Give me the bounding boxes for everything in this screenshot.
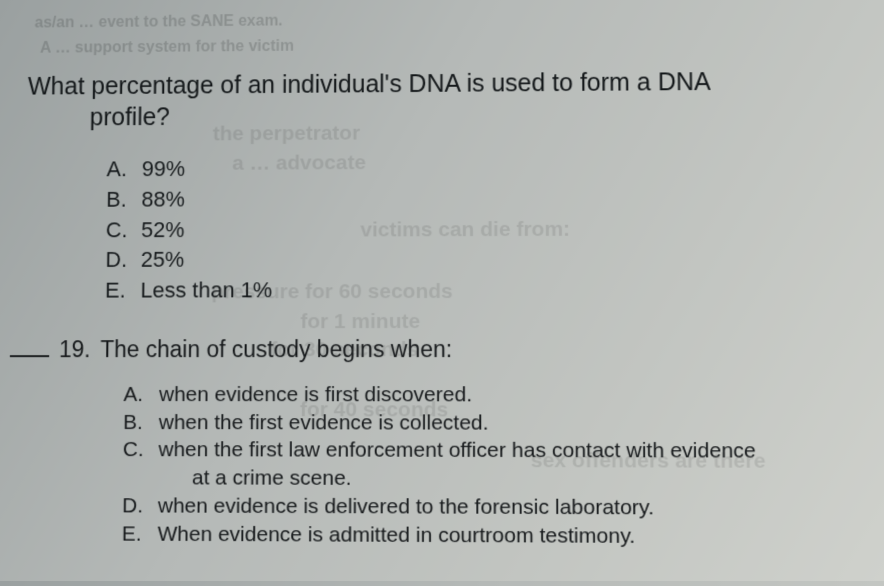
choice-text: when the first evidence is collected. — [159, 409, 489, 437]
question-19: 19. The chain of custody begins when: A.… — [27, 336, 850, 552]
choice-text: 99% — [142, 154, 186, 184]
choice-text: when the first law enforcement officer h… — [158, 437, 756, 466]
question-stem: The chain of custody begins when: — [100, 336, 452, 363]
stem-line-2: profile? — [27, 97, 843, 134]
choice-letter: C. — [123, 436, 149, 464]
choice-text: when evidence is delivered to the forens… — [158, 492, 654, 522]
choice-letter: A. — [123, 381, 149, 409]
choice-text: 52% — [141, 215, 185, 246]
choice-text: Less than 1% — [140, 276, 272, 307]
choice-c-continuation: at a crime scene. — [122, 464, 849, 494]
choice-text: 25% — [141, 245, 185, 276]
choice-letter: C. — [106, 215, 132, 245]
ghost-text: for 1 minute — [300, 310, 420, 334]
choice-letter: E. — [122, 520, 148, 548]
choice-letter: B. — [106, 185, 132, 215]
question-stem: What percentage of an individual's DNA i… — [27, 65, 843, 133]
answer-choices: A. 99% B. 88% C. 52% D. 25% E. Less than 1% — [105, 151, 846, 307]
choice-e: E. When evidence is admitted in courtroom… — [122, 520, 850, 551]
choice-letter: E. — [105, 276, 131, 307]
bleed-text-2: A … support system for the victim — [40, 38, 294, 57]
bleed-text-1: as/an … event to the SANE exam. — [35, 13, 283, 32]
choice-e: E. Less than 1% — [105, 274, 846, 306]
choice-d: D. 25% — [105, 243, 845, 276]
choice-a: A. 99% — [106, 151, 844, 185]
choice-b: B. when the first evidence is collected. — [123, 409, 848, 438]
choice-letter: B. — [123, 409, 149, 437]
choice-letter: D. — [105, 245, 131, 276]
answer-blank — [10, 345, 49, 357]
choice-d: D. when evidence is delivered to the fore… — [122, 492, 849, 523]
choice-letter: A. — [106, 155, 132, 185]
question-number: 19. — [59, 336, 91, 363]
question-18: What percentage of an individual's DNA i… — [30, 65, 846, 306]
choice-text: When evidence is admitted in courtroom t… — [157, 520, 635, 550]
answer-choices: A. when evidence is first discovered. B. w… — [122, 381, 850, 551]
choice-b: B. 88% — [106, 182, 845, 216]
choice-a: A. when evidence is first discovered. — [123, 381, 847, 409]
stem-line-1: What percentage of an individual's DNA i… — [28, 68, 711, 100]
choice-c: C. 52% — [106, 212, 845, 245]
choice-text: when evidence is first discovered. — [159, 381, 472, 409]
question-header: 19. The chain of custody begins when: — [10, 336, 847, 363]
choice-c: C. when the first law enforcement officer… — [123, 436, 849, 466]
choice-letter: D. — [122, 492, 148, 520]
choice-text: 88% — [141, 185, 185, 216]
